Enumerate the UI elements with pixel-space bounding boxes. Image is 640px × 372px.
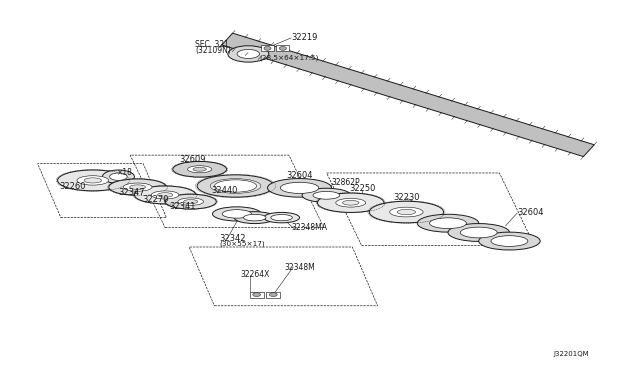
Ellipse shape: [448, 224, 509, 241]
Ellipse shape: [228, 46, 269, 62]
Text: 32348MA: 32348MA: [291, 223, 327, 232]
Ellipse shape: [178, 198, 204, 205]
Text: 32264X: 32264X: [240, 270, 269, 279]
Ellipse shape: [264, 46, 271, 50]
Ellipse shape: [264, 212, 300, 223]
Text: (30×55×17): (30×55×17): [219, 240, 264, 247]
Bar: [261, 45, 274, 51]
Text: (28.5×64×17.5): (28.5×64×17.5): [259, 54, 319, 61]
Ellipse shape: [123, 183, 152, 191]
Ellipse shape: [369, 201, 444, 223]
Ellipse shape: [157, 193, 173, 197]
Ellipse shape: [184, 199, 198, 203]
Ellipse shape: [214, 180, 257, 192]
Text: 32348M: 32348M: [285, 263, 316, 272]
Ellipse shape: [109, 173, 127, 180]
Text: 32250: 32250: [349, 185, 375, 193]
Ellipse shape: [313, 192, 340, 199]
Ellipse shape: [460, 227, 497, 238]
Ellipse shape: [197, 175, 274, 197]
Bar: [250, 292, 264, 298]
Ellipse shape: [342, 201, 359, 205]
Ellipse shape: [212, 207, 261, 221]
Ellipse shape: [417, 214, 479, 232]
Ellipse shape: [210, 179, 261, 193]
Ellipse shape: [336, 198, 365, 207]
Ellipse shape: [317, 193, 384, 212]
Ellipse shape: [280, 46, 287, 50]
Ellipse shape: [268, 179, 332, 197]
Text: 32609: 32609: [179, 155, 205, 164]
Ellipse shape: [253, 293, 260, 296]
Ellipse shape: [134, 186, 196, 204]
Text: 32230: 32230: [394, 193, 420, 202]
Ellipse shape: [280, 182, 319, 193]
Ellipse shape: [130, 185, 145, 189]
Ellipse shape: [109, 179, 166, 195]
Ellipse shape: [237, 49, 260, 58]
Ellipse shape: [188, 166, 212, 173]
Ellipse shape: [234, 212, 275, 224]
Bar: [276, 45, 289, 51]
Ellipse shape: [390, 207, 423, 217]
Ellipse shape: [165, 194, 216, 209]
Ellipse shape: [429, 218, 467, 228]
Ellipse shape: [269, 293, 277, 296]
Ellipse shape: [302, 188, 351, 202]
Ellipse shape: [222, 210, 252, 218]
Text: 32341: 32341: [170, 202, 196, 211]
Ellipse shape: [58, 170, 128, 191]
Ellipse shape: [77, 176, 109, 185]
Ellipse shape: [243, 214, 266, 221]
Text: J32201QM: J32201QM: [554, 351, 589, 357]
Ellipse shape: [193, 167, 206, 171]
Ellipse shape: [479, 232, 540, 250]
Text: 32604: 32604: [517, 208, 543, 217]
Text: SEC. 321: SEC. 321: [195, 40, 229, 49]
Text: 32862P: 32862P: [332, 178, 360, 187]
Text: 32260: 32260: [60, 182, 86, 191]
Ellipse shape: [271, 215, 292, 221]
Text: ×18: ×18: [117, 169, 133, 177]
Text: (32109N): (32109N): [195, 46, 231, 55]
Bar: [266, 292, 280, 298]
Text: 32347: 32347: [118, 188, 145, 197]
Text: 32604: 32604: [287, 171, 313, 180]
Polygon shape: [222, 33, 594, 157]
Text: 32440: 32440: [211, 186, 237, 195]
Ellipse shape: [491, 236, 528, 246]
Ellipse shape: [151, 191, 179, 199]
Text: 32342: 32342: [219, 234, 245, 243]
Text: 32270: 32270: [142, 195, 168, 204]
Ellipse shape: [84, 178, 102, 183]
Text: 32219: 32219: [291, 33, 317, 42]
Ellipse shape: [102, 170, 134, 183]
Ellipse shape: [397, 209, 415, 215]
Ellipse shape: [173, 161, 227, 177]
